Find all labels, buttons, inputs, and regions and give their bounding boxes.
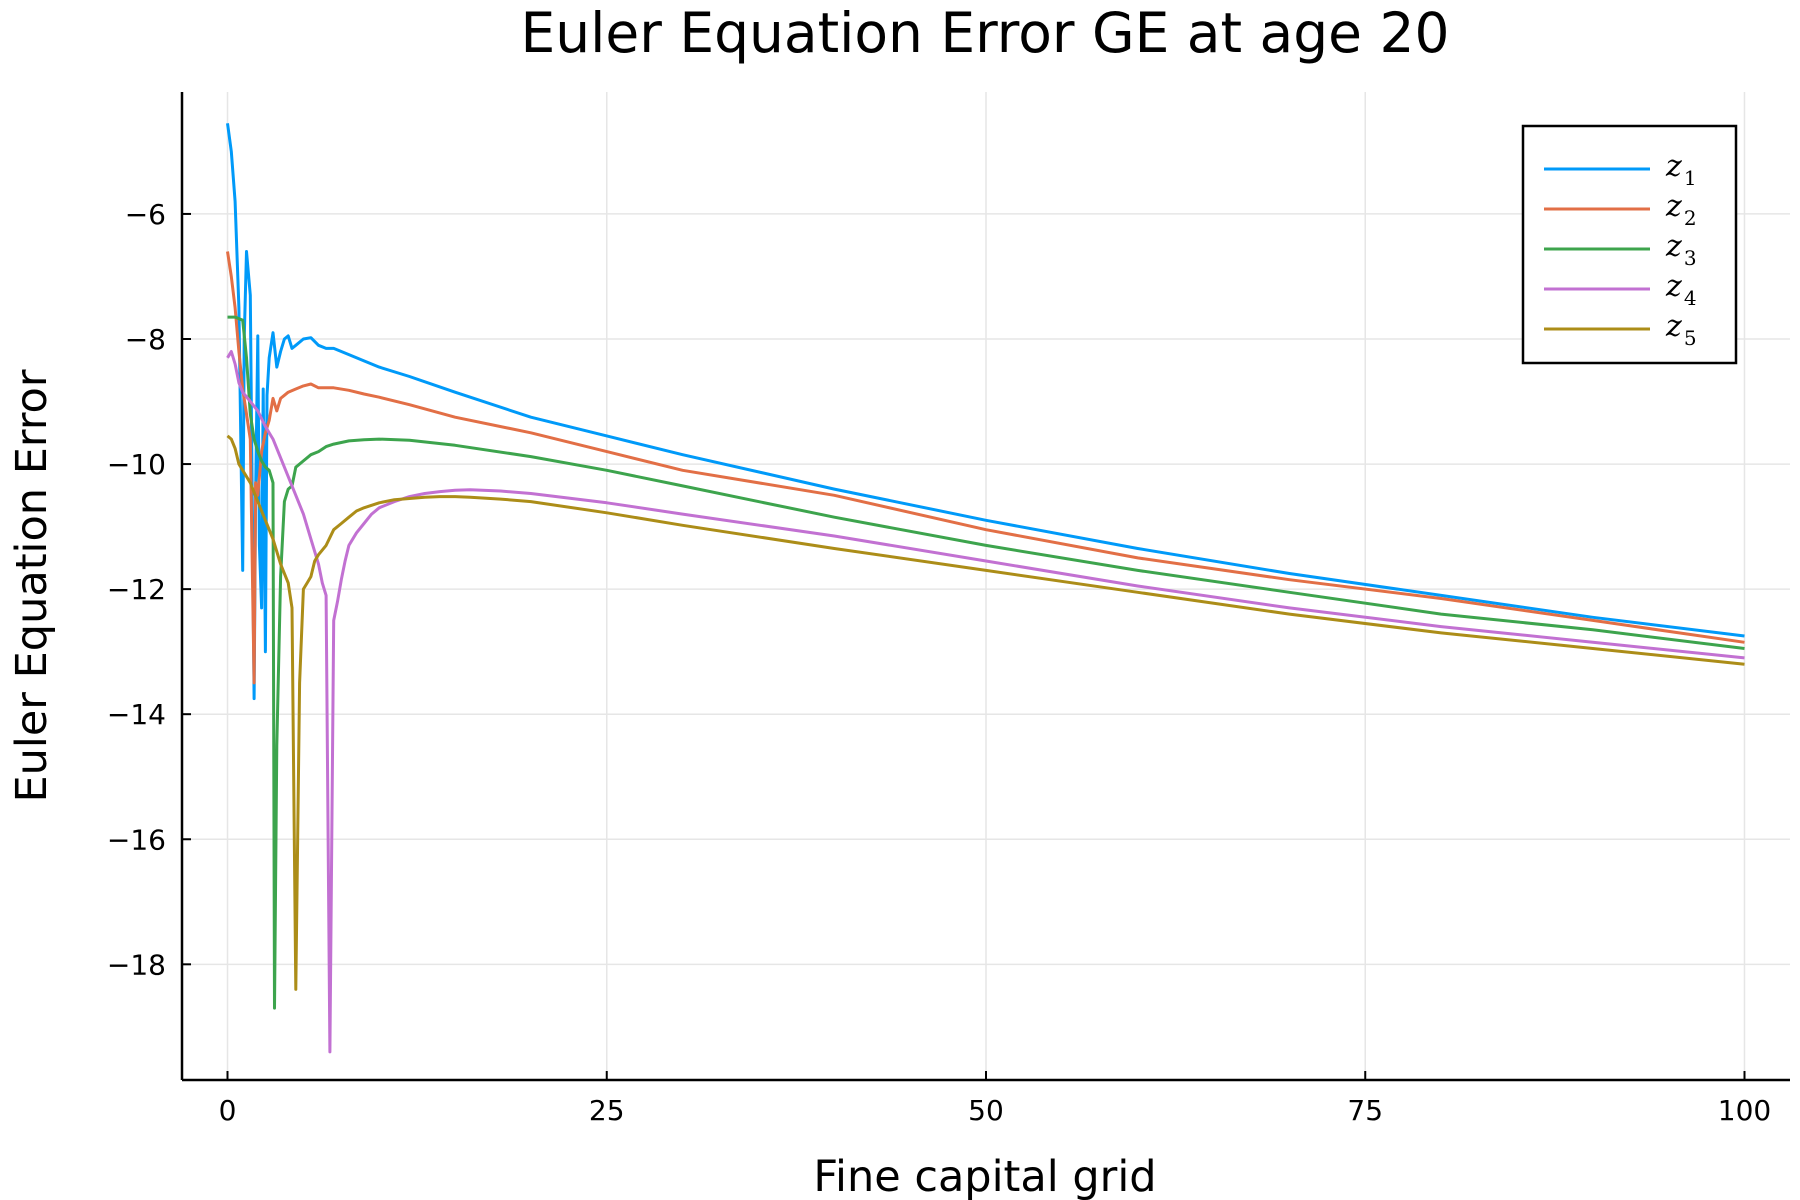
grid-layer: [182, 92, 1790, 1080]
legend-label-subscript: 3: [1684, 246, 1697, 270]
legend-label-base: z: [1665, 229, 1682, 264]
legend-label-subscript: 2: [1684, 206, 1697, 230]
legend-label-subscript: 4: [1684, 286, 1697, 310]
series-line-z4: [226, 350, 1745, 1054]
legend-label-subscript: 5: [1684, 326, 1697, 350]
y-tick-label: −12: [107, 573, 166, 606]
ticks-layer: 0 25 50 75 100−6−8−10−12−14−16−18: [107, 198, 1771, 1127]
y-tick-label: −18: [107, 948, 166, 981]
legend-label-base: z: [1665, 149, 1682, 184]
x-axis-label: Fine capital grid: [813, 1152, 1156, 1200]
x-tick-label: 0: [219, 1094, 237, 1127]
y-axis-label: Euler Equation Error: [7, 369, 57, 802]
y-tick-label: −8: [125, 323, 166, 356]
y-tick-label: −6: [125, 198, 166, 231]
x-tick-label: 100: [1718, 1094, 1771, 1127]
y-tick-label: −16: [107, 823, 166, 856]
series-layer: [226, 123, 1745, 1054]
legend-label-base: z: [1665, 309, 1682, 344]
legend: z 1z 2z 3z 4z 5: [1521, 124, 1738, 365]
legend-label-base: z: [1665, 269, 1682, 304]
series-line-z5: [226, 434, 1745, 991]
chart-title: Euler Equation Error GE at age 20: [521, 1, 1450, 65]
legend-label-base: z: [1665, 189, 1682, 224]
series-line-z2: [226, 251, 1745, 685]
series-line-z1: [226, 123, 1745, 701]
series-line-z3: [227, 315, 1745, 1010]
x-tick-label: 50: [968, 1094, 1004, 1127]
legend-label-subscript: 1: [1684, 166, 1697, 190]
y-tick-label: −10: [107, 448, 166, 481]
legend-box: [1521, 124, 1738, 365]
x-tick-label: 25: [589, 1094, 625, 1127]
x-tick-label: 75: [1347, 1094, 1383, 1127]
y-tick-label: −14: [107, 698, 166, 731]
